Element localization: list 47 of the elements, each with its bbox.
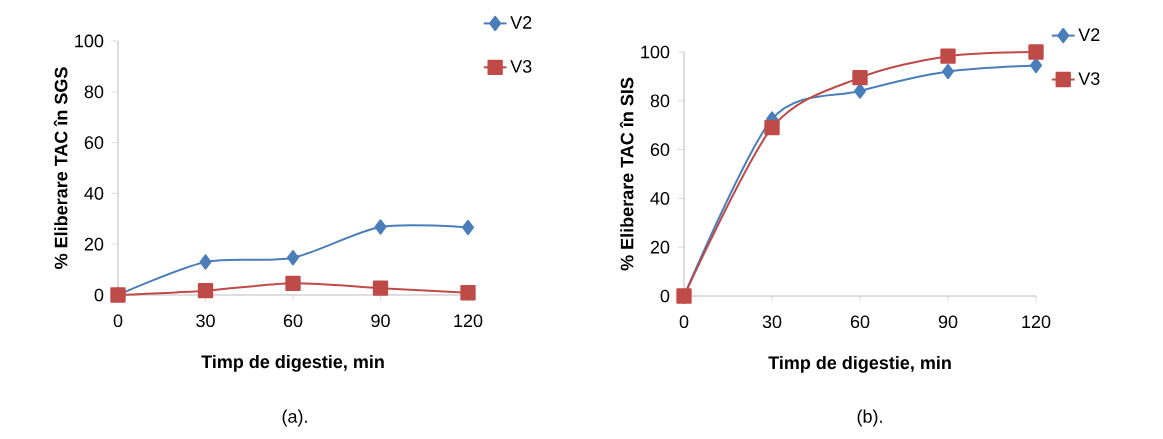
y-tick-label: 60: [650, 143, 670, 156]
point: [199, 254, 212, 270]
point: [1030, 57, 1043, 74]
legend-label: V2: [510, 16, 532, 29]
y-tick-label: 20: [650, 240, 670, 254]
x-tick-label: 30: [196, 314, 215, 328]
x-axis-title: Timp de digestie, min: [201, 354, 384, 372]
y-tick-label: 40: [650, 192, 670, 205]
point: [854, 83, 867, 99]
point: [285, 275, 301, 291]
text: (a).: [282, 409, 307, 427]
point: [940, 48, 956, 64]
x-tick-label: 60: [283, 314, 303, 328]
y-tick-label: 100: [641, 45, 670, 59]
point: [372, 280, 389, 296]
point: [462, 219, 474, 236]
point: [287, 249, 299, 266]
y-tick-label: 20: [84, 237, 104, 251]
y-axis-title: % Eliberare TAC în SIS: [619, 77, 634, 271]
x-tick-label: 0: [679, 315, 689, 329]
y-tick-label: 80: [650, 94, 670, 108]
point: [197, 283, 214, 299]
legend-label: V3: [510, 60, 532, 73]
y-tick-label: 40: [84, 187, 104, 200]
x-tick-label: 30: [762, 315, 782, 329]
point: [852, 69, 868, 86]
text: (b).: [857, 409, 882, 427]
y-tick-label: 0: [660, 289, 670, 303]
x-tick-label: 0: [113, 314, 123, 328]
point: [942, 63, 955, 80]
legend-label: V3: [1078, 72, 1100, 85]
y-tick-label: 80: [84, 85, 104, 99]
x-tick-label: 120: [1022, 315, 1051, 329]
point: [460, 285, 476, 301]
x-tick-label: 90: [938, 315, 958, 329]
point: [1028, 44, 1044, 60]
point: [374, 219, 387, 235]
x-tick-label: 60: [850, 315, 870, 329]
x-tick-label: 120: [454, 314, 483, 328]
legend-label: V2: [1078, 28, 1100, 41]
y-tick-label: 100: [75, 34, 104, 48]
x-axis-title: Timp de digestie, min: [768, 355, 951, 373]
y-axis-title: % Eliberare TAC în SGS: [53, 67, 68, 269]
x-tick-label: 90: [371, 314, 390, 328]
y-tick-label: 60: [84, 136, 104, 149]
point: [764, 119, 780, 136]
y-tick-label: 0: [94, 288, 104, 302]
